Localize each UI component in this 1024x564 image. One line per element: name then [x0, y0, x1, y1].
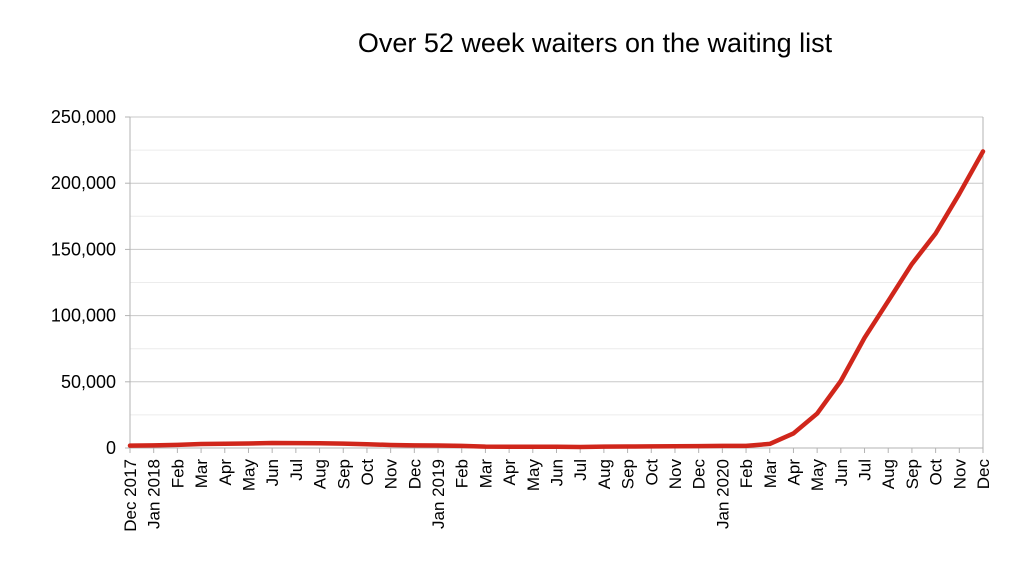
data-point: [199, 442, 203, 446]
data-point: [436, 443, 440, 447]
data-point: [649, 444, 653, 448]
data-point: [602, 445, 606, 449]
x-tick-label: Sep: [619, 459, 638, 489]
data-point: [152, 443, 156, 447]
x-tick-label: Nov: [666, 459, 685, 490]
data-point: [507, 445, 511, 449]
x-tick-label: Mar: [761, 459, 780, 489]
x-tick-label: Jul: [856, 459, 875, 481]
x-tick-label: Jun: [832, 459, 851, 486]
x-tick-label: Apr: [216, 459, 235, 486]
x-tick-label: Jan 2019: [429, 459, 448, 529]
x-tick-label: Sep: [334, 459, 353, 489]
y-axis-ticks: 0 50,000 100,000 150,000 200,000 250,000: [51, 107, 116, 458]
data-point: [934, 232, 938, 236]
x-tick-label: Oct: [642, 459, 661, 486]
x-tick-label: Mar: [476, 459, 495, 489]
data-point: [839, 379, 843, 383]
x-tick-label: Nov: [950, 459, 969, 490]
y-tick-label: 150,000: [51, 239, 116, 259]
data-point: [223, 442, 227, 446]
x-tick-label: Jan 2018: [145, 459, 164, 529]
x-tick-label: Oct: [358, 459, 377, 486]
data-point: [791, 431, 795, 435]
x-tick-label: Dec 2017: [121, 459, 140, 532]
data-point: [531, 445, 535, 449]
x-tick-label: Aug: [311, 459, 330, 489]
data-point: [483, 445, 487, 449]
data-point: [578, 445, 582, 449]
data-point: [768, 442, 772, 446]
chart-title: Over 52 week waiters on the waiting list: [357, 28, 833, 58]
x-tick-label: Jun: [548, 459, 567, 486]
data-point: [128, 444, 132, 448]
data-point: [246, 441, 250, 445]
x-tick-label: Apr: [500, 459, 519, 486]
gridlines: [130, 116, 983, 449]
data-point: [341, 442, 345, 446]
data-point: [555, 445, 558, 449]
x-tick-label: Feb: [737, 459, 756, 488]
x-tick-label: Jul: [571, 459, 590, 481]
data-point: [460, 444, 464, 448]
x-tick-label: Jul: [287, 459, 306, 481]
x-tick-label: Dec: [690, 459, 709, 490]
x-tick-label: Feb: [453, 459, 472, 488]
data-point: [175, 443, 179, 447]
axes: [125, 116, 984, 453]
data-point: [886, 299, 890, 303]
data-point: [318, 441, 322, 445]
x-tick-label: Dec: [974, 459, 993, 490]
x-tick-label: Apr: [784, 459, 803, 486]
x-tick-label: Jun: [263, 459, 282, 486]
data-point: [720, 444, 724, 448]
x-tick-label: Mar: [192, 459, 211, 489]
data-point: [389, 443, 393, 447]
x-tick-label: Aug: [595, 459, 614, 489]
x-tick-label: Sep: [903, 459, 922, 489]
x-tick-label: Aug: [879, 459, 898, 489]
x-tick-label: May: [239, 459, 258, 492]
data-point: [697, 444, 701, 448]
x-tick-label: Dec: [405, 459, 424, 490]
x-tick-label: May: [808, 459, 827, 492]
y-tick-label: 100,000: [51, 306, 116, 326]
x-tick-label: Nov: [382, 459, 401, 490]
x-tick-label: Oct: [927, 459, 946, 486]
data-point: [981, 149, 985, 153]
data-point: [910, 262, 914, 266]
y-tick-label: 200,000: [51, 173, 116, 193]
data-point: [744, 444, 748, 448]
data-point: [815, 412, 819, 416]
series-line: [127, 149, 986, 450]
x-tick-label: Feb: [168, 459, 187, 488]
data-point: [365, 442, 369, 446]
x-tick-label: May: [524, 459, 543, 492]
data-point: [270, 441, 274, 445]
y-tick-label: 0: [106, 438, 116, 458]
data-point: [673, 444, 677, 448]
data-point: [626, 445, 630, 449]
y-tick-label: 50,000: [61, 372, 116, 392]
data-point: [412, 443, 416, 447]
data-point: [863, 336, 867, 340]
x-axis-ticks: Dec 2017 Jan 2018 Feb Mar Apr May Jun Jul Aug Sep…: [121, 459, 993, 532]
data-point: [957, 192, 961, 196]
data-point: [294, 441, 298, 445]
x-tick-label: Jan 2020: [713, 459, 732, 529]
y-tick-label: 250,000: [51, 107, 116, 127]
series-layer: [127, 149, 986, 450]
